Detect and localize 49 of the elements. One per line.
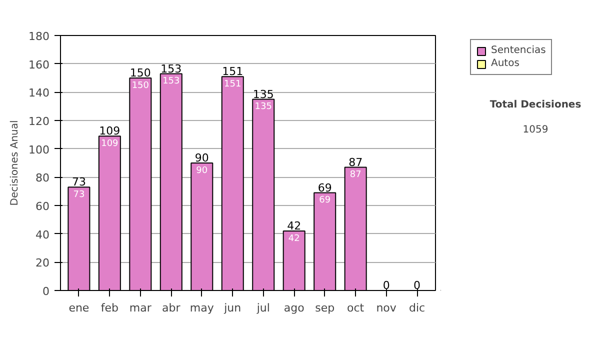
total-label: 69 (318, 181, 332, 194)
y-tick-label: 100 (28, 143, 50, 156)
total-label: 0 (414, 279, 421, 292)
x-tick-label: nov (376, 302, 397, 314)
total-label: 153 (160, 62, 182, 76)
data-label: 151 (224, 79, 242, 90)
data-label: 73 (73, 190, 85, 200)
data-label: 153 (162, 76, 180, 87)
total-label: 42 (287, 220, 302, 233)
x-tick-label: oct (347, 302, 365, 314)
total-label: 73 (72, 176, 86, 189)
data-label: 42 (288, 234, 300, 244)
legend-label: Autos (491, 58, 520, 69)
y-tick-label: 40 (36, 228, 50, 242)
y-tick-label: 80 (36, 172, 50, 185)
x-tick-label: may (190, 302, 214, 314)
data-label: 109 (101, 138, 119, 149)
y-tick-label: 160 (28, 58, 50, 72)
total-label: 90 (194, 152, 209, 165)
y-tick-label: 20 (36, 256, 50, 270)
y-axis-title: Decisiones Anual (10, 120, 21, 206)
data-label: 69 (319, 196, 331, 206)
total-label: 109 (99, 124, 120, 138)
x-tick-label: dic (409, 302, 426, 314)
x-tick-label: ene (68, 302, 90, 314)
x-tick-label: mar (129, 302, 152, 314)
legend-label: Sentencias (491, 45, 546, 56)
total-label: 135 (252, 88, 274, 101)
y-tick-label: 120 (28, 115, 50, 128)
x-tick-label: ago (284, 302, 305, 314)
x-tick-label: sep (315, 302, 335, 314)
text: 1059 (522, 124, 548, 136)
total-label: 87 (348, 156, 363, 169)
total-label: 0 (382, 279, 390, 292)
x-tick-label: feb (100, 302, 119, 314)
data-label: 87 (350, 170, 362, 180)
data-label: 150 (132, 80, 150, 91)
text: Total Decisiones (490, 100, 582, 110)
total-label: 150 (130, 66, 151, 80)
data-label: 90 (196, 166, 208, 176)
x-tick-label: jul (256, 302, 270, 314)
y-tick-label: 60 (36, 200, 50, 213)
y-tick-label: 140 (28, 86, 50, 100)
x-tick-label: abr (162, 302, 181, 314)
y-tick-label: 180 (28, 30, 50, 43)
y-tick-label: 0 (42, 285, 50, 298)
total-label: 151 (222, 65, 244, 78)
data-label: 135 (254, 102, 272, 112)
x-tick-label: jun (223, 302, 242, 314)
